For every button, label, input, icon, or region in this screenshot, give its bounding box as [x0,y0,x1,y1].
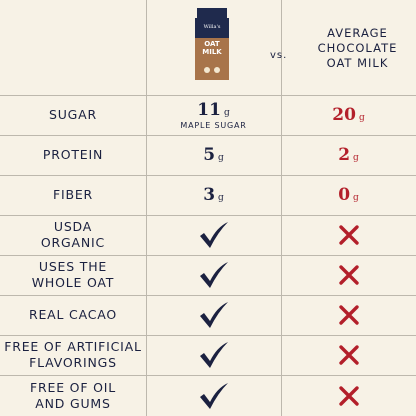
row-whole-oat: USES THE WHOLE OAT [0,255,416,295]
check-icon [146,221,281,249]
check-icon [146,301,281,329]
row-label: SUGAR [48,107,97,122]
check-icon [146,382,281,410]
row-real-cacao: REAL CACAO [0,295,416,335]
row-divider [0,255,416,256]
x-icon [281,344,416,366]
comparison-label-line3: OAT MILK [326,56,389,70]
row-sugar: SUGAR 11 g MAPLE SUGAR 20 g [0,95,416,135]
row-no-artificial-flavorings: FREE OF ARTIFICIAL FLAVORINGS [0,335,416,375]
comparison-label-line2: CHOCOLATE [317,41,398,55]
x-icon [281,264,416,286]
row-divider [0,135,416,136]
row-label: FIBER [52,187,94,202]
row-label: USDA ORGANIC [40,219,106,250]
row-label: FREE OF ARTIFICIAL FLAVORINGS [4,339,142,370]
row-label: REAL CACAO [28,307,118,322]
row-divider [0,295,416,296]
comparison-product-label: AVERAGE CHOCOLATE OAT MILK [299,26,416,71]
willas-value: 11 g MAPLE SUGAR [180,100,247,130]
comparison-label-line1: AVERAGE [327,26,388,40]
row-divider [0,375,416,376]
row-usda-organic: USDA ORGANIC [0,215,416,255]
row-label: PROTEIN [42,147,104,162]
product-carton-image: Willa's OAT MILK [193,8,231,80]
column-divider [146,0,147,416]
row-divider [0,95,416,96]
row-divider [0,335,416,336]
x-icon [281,385,416,407]
row-divider [0,215,416,216]
row-no-oil-gums: FREE OF OIL AND GUMS [0,375,416,416]
row-label: FREE OF OIL AND GUMS [30,379,116,411]
check-icon [146,341,281,369]
check-icon [146,261,281,289]
carton-name-line2: MILK [202,48,222,56]
row-label: USES THE WHOLE OAT [31,259,115,290]
x-icon [281,304,416,326]
value-note: MAPLE SUGAR [180,121,247,130]
carton-name-line1: OAT [204,40,220,48]
x-icon [281,224,416,246]
row-divider [0,175,416,176]
column-divider [281,0,282,416]
carton-brand: Willa's [204,24,221,30]
vs-label: vs. [270,50,288,61]
average-value: 20 g [332,105,365,125]
